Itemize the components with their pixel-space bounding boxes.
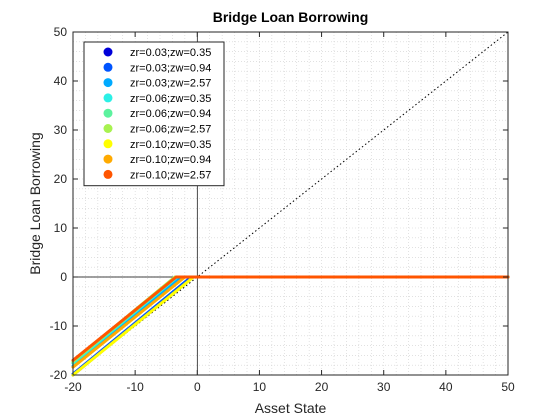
legend-label: zr=0.06;zw=0.94	[130, 108, 211, 120]
y-tick-label: 40	[54, 74, 68, 88]
legend-marker	[103, 169, 113, 179]
x-tick-label: 10	[253, 380, 267, 394]
x-tick-label: 40	[439, 380, 453, 394]
legend-label: zr=0.10;zw=0.94	[130, 154, 211, 166]
y-tick-label: 10	[54, 221, 68, 235]
x-tick-label: 50	[501, 380, 515, 394]
x-tick-label: -10	[126, 380, 144, 394]
legend-marker	[103, 93, 113, 103]
y-tick-label: 0	[60, 270, 67, 284]
series-line-9	[71, 275, 510, 362]
legend-marker	[103, 62, 113, 72]
y-axis-title: Bridge Loan Borrowing	[27, 132, 43, 274]
y-axis-ticks: -20 -10 0 10 20 30 40 50	[50, 25, 508, 382]
series-line-2	[71, 275, 510, 376]
legend-label: zr=0.10;zw=0.35	[130, 139, 211, 151]
legend-marker	[103, 108, 113, 118]
x-tick-label: 0	[194, 380, 201, 394]
series-lines	[71, 275, 510, 377]
legend-label: zr=0.03;zw=0.35	[130, 47, 211, 59]
legend-label: zr=0.03;zw=2.57	[130, 78, 211, 90]
y-tick-label: 30	[54, 123, 68, 137]
legend-label: zr=0.10;zw=2.57	[130, 169, 211, 181]
y-tick-label: 50	[54, 25, 68, 39]
legend-label: zr=0.03;zw=0.94	[130, 62, 211, 74]
legend-marker	[103, 47, 113, 57]
x-tick-label: 30	[377, 380, 391, 394]
legend-marker	[103, 139, 113, 149]
legend-label: zr=0.06;zw=0.35	[130, 93, 211, 105]
y-tick-label: 20	[54, 172, 68, 186]
legend-label: zr=0.06;zw=2.57	[130, 124, 211, 136]
x-axis-ticks: -20 -10 0 10 20 30 40 50	[64, 32, 515, 394]
x-tick-label: 20	[315, 380, 329, 394]
y-tick-label: -10	[50, 319, 68, 333]
plot-area-frame	[72, 31, 509, 376]
legend-marker	[103, 154, 113, 164]
legend-marker	[103, 78, 113, 88]
chart-title: Bridge Loan Borrowing	[213, 9, 369, 25]
legend-marker	[103, 124, 113, 133]
x-axis-title: Asset State	[255, 400, 327, 416]
x-tick-label: -20	[64, 380, 82, 394]
legend: zr=0.03;zw=0.35 zr=0.03;zw=0.94 zr=0.03;zw…	[83, 41, 225, 187]
y-tick-label: -20	[50, 368, 68, 382]
